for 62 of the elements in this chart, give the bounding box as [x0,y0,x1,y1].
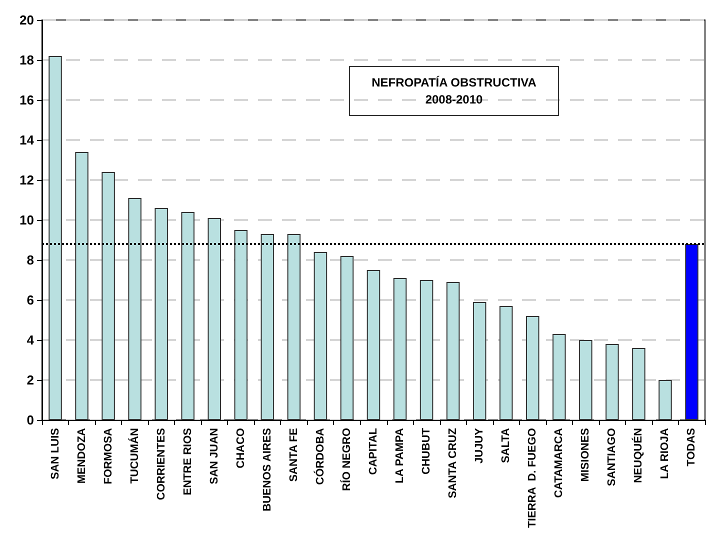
x-tick-label: FORMOSA [102,428,114,484]
bar [102,172,115,420]
y-tick-label: 8 [26,252,34,268]
x-tick-label: SANTA FE [288,428,300,482]
bar [685,244,698,420]
x-tick-label: CATAMARCA [553,428,566,498]
bar [128,198,142,420]
bar [366,270,380,420]
x-tick-label: SALTA [500,428,512,464]
x-tick-label: SANTA CRUZ [447,428,460,498]
bar [75,152,88,420]
x-tick-label: TUCUMÁN [128,428,141,484]
y-tick-label: 4 [26,332,35,348]
x-tick-label: CAPITAL [368,428,380,475]
bar [208,218,222,420]
bar [48,56,62,420]
y-tick-label: 16 [20,92,34,108]
x-tick-label: MENDOZA [76,428,88,484]
y-tick-label: 20 [20,12,34,28]
bar [260,234,274,420]
bar [446,282,460,420]
text: NEFROPATÍA OBSTRUCTIVA 2008-2010 [372,76,537,106]
bar [287,234,301,420]
bar [234,230,248,420]
y-tick-label: 10 [20,212,34,228]
y-tick-label: 12 [20,172,34,188]
y-tick-label: 18 [20,52,34,68]
bar [154,208,168,420]
y-tick-label: 14 [20,132,35,148]
x-tick-label: LA PAMPA [394,428,406,484]
bar [393,278,407,420]
bar [579,340,592,420]
x-tick-label: SAN JUAN [208,428,220,484]
bar [340,256,354,420]
bar [606,344,619,420]
x-tick-label: LA RIOJA [659,428,672,479]
bar [552,334,566,420]
x-tick-label: RÍO NEGRO [340,428,353,491]
bar [314,252,328,420]
x-tick-label: MISIONES [580,428,592,482]
x-tick-label: BUENOS AIRES [261,428,274,512]
x-tick-label: TIERRA D. FUEGO [526,428,539,528]
bar [181,212,194,420]
y-tick-label: 6 [26,292,34,308]
x-tick-label: CORRIENTES [155,428,168,500]
bar [472,302,486,420]
x-tick-label: SANTIAGO [606,428,618,486]
x-tick-label: CÓRDOBA [313,428,326,485]
bar [632,348,646,420]
bar [658,380,672,420]
x-tick-label: JUJUY [474,427,486,464]
x-tick-label: CHACO [234,428,247,468]
x-tick-label: ENTRE RIOS [182,428,194,496]
bar [499,306,513,420]
y-tick-label: 0 [26,412,34,428]
x-tick-label: CHUBUT [420,428,433,474]
x-tick-label: NEUQUÉN [632,428,645,484]
x-tick-label: TODAS [686,428,698,466]
bar [420,280,434,420]
x-tick-label: SAN LUIS [49,428,62,480]
y-tick-label: 2 [26,372,34,388]
bar [526,316,540,420]
